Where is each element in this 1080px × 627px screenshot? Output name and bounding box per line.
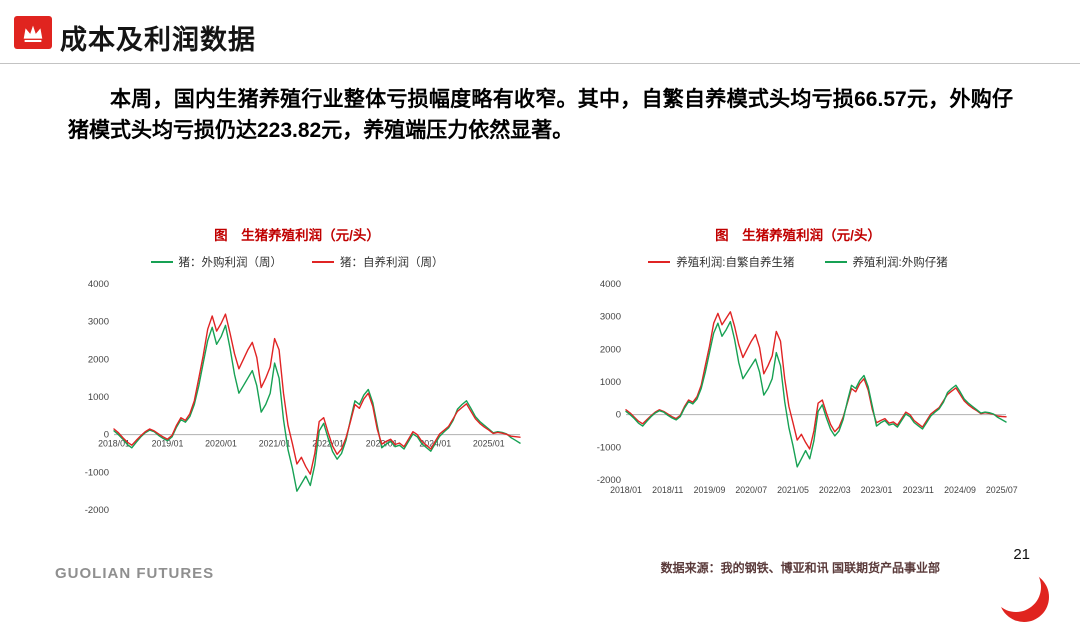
- legend-item: 猪：外购利润（周）: [150, 254, 283, 270]
- svg-text:2024/09: 2024/09: [944, 485, 976, 495]
- svg-text:4000: 4000: [88, 279, 109, 290]
- svg-text:2018/11: 2018/11: [652, 485, 683, 495]
- svg-text:2018/01: 2018/01: [98, 439, 130, 449]
- svg-text:-1000: -1000: [85, 467, 109, 478]
- chart-title: 图 生猪养殖利润（元/头）: [214, 228, 380, 243]
- svg-text:-1000: -1000: [597, 442, 621, 453]
- svg-text:2018/01: 2018/01: [610, 485, 642, 495]
- svg-text:2020/01: 2020/01: [205, 439, 237, 449]
- legend-label: 猪：外购利润（周）: [178, 257, 283, 269]
- legend-label: 养殖利润:外购仔猪: [852, 257, 948, 269]
- svg-text:2019/09: 2019/09: [694, 485, 726, 495]
- svg-text:0: 0: [104, 430, 109, 441]
- page-title: 成本及利润数据: [60, 25, 256, 55]
- legend-swatch-red: [312, 261, 334, 263]
- legend-swatch-green: [150, 261, 173, 263]
- svg-text:2020/07: 2020/07: [735, 485, 767, 495]
- intro-paragraph: 本周，国内生猪养殖行业整体亏损幅度略有收窄。其中，自繁自养模式头均亏损66.57…: [68, 88, 1013, 142]
- svg-text:2023/11: 2023/11: [903, 485, 934, 495]
- svg-text:3000: 3000: [600, 312, 621, 323]
- chart-legend: 猪：外购利润（周） 猪：自养利润（周）: [62, 254, 532, 270]
- legend-item: 养殖利润:自繁自养生猪: [648, 254, 795, 270]
- svg-text:0: 0: [616, 410, 621, 421]
- svg-text:2025/07: 2025/07: [986, 485, 1018, 495]
- svg-text:2000: 2000: [600, 344, 621, 355]
- legend-item: 养殖利润:外购仔猪: [824, 254, 948, 270]
- svg-text:4000: 4000: [600, 279, 621, 290]
- page-number: 21: [1013, 546, 1030, 563]
- svg-text:-2000: -2000: [85, 505, 109, 516]
- header-divider: [0, 63, 1080, 64]
- profit-line-chart-left: 4000 3000 2000 1000 0 -1000 -2000 2018/01 2019/0…: [85, 279, 521, 516]
- legend-label: 猪：自养利润（周）: [340, 257, 444, 269]
- svg-text:1000: 1000: [88, 392, 109, 403]
- logo-crescent-icon: [991, 572, 1049, 622]
- company-logo: GUOLIAN FUTURES: [55, 565, 215, 582]
- svg-text:1000: 1000: [600, 377, 621, 388]
- svg-text:-2000: -2000: [597, 475, 621, 486]
- legend-swatch-green: [824, 261, 847, 263]
- legend-swatch-red: [648, 261, 671, 263]
- data-source-note: 数据来源：我的钢铁、博亚和讯 国联期货产品事业部: [660, 561, 940, 575]
- crown-icon: [14, 16, 52, 49]
- svg-text:2022/03: 2022/03: [819, 485, 851, 495]
- profit-chart-panel-left: 图 生猪养殖利润（元/头） 猪：外购利润（周） 猪：自养利润（周） 4000 30…: [62, 224, 532, 524]
- crown-icon-glyph: [23, 25, 43, 42]
- profit-chart-panel-right: 图 生猪养殖利润（元/头） 养殖利润:自繁自养生猪 养殖利润:外购仔猪 4000…: [578, 224, 1018, 514]
- legend-item: 猪：自养利润（周）: [312, 254, 444, 270]
- svg-text:2021/05: 2021/05: [777, 485, 809, 495]
- chart-legend: 养殖利润:自繁自养生猪 养殖利润:外购仔猪: [578, 254, 1018, 270]
- svg-text:3000: 3000: [88, 317, 109, 328]
- svg-text:2000: 2000: [88, 354, 109, 365]
- chart-title: 图 生猪养殖利润（元/头）: [715, 228, 881, 243]
- svg-text:2019/01: 2019/01: [152, 439, 184, 449]
- legend-label: 养殖利润:自繁自养生猪: [676, 257, 795, 269]
- svg-text:2023/01: 2023/01: [861, 485, 893, 495]
- svg-text:2022/01: 2022/01: [312, 439, 344, 449]
- svg-text:2021/01: 2021/01: [259, 439, 291, 449]
- svg-text:2025/01: 2025/01: [473, 439, 505, 449]
